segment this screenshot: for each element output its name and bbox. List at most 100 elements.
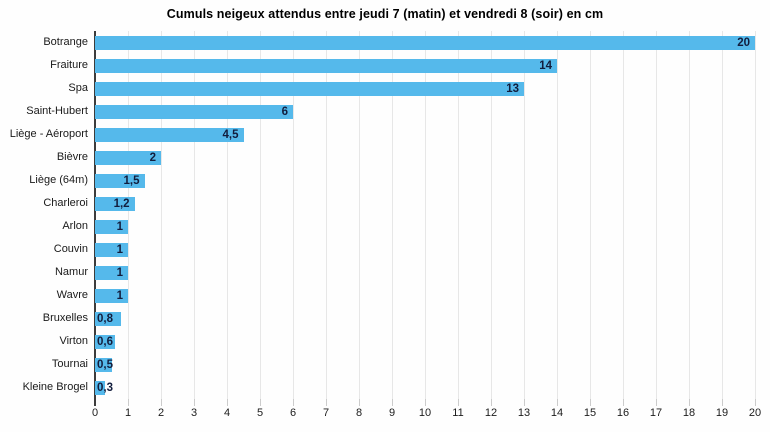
category-label: Fraiture	[50, 59, 88, 71]
x-axis-tick	[326, 399, 327, 406]
gridline	[358, 31, 360, 399]
x-axis-tick	[392, 399, 393, 406]
x-axis-tick-label: 18	[682, 407, 696, 419]
gridline	[391, 31, 393, 399]
gridline	[292, 31, 294, 399]
bar-row: 0,8	[95, 307, 755, 330]
category-label: Virton	[59, 335, 88, 347]
gridline	[589, 31, 591, 399]
bar-value-label: 1	[116, 266, 123, 279]
x-axis-tick	[260, 399, 261, 406]
category-label: Botrange	[43, 36, 88, 48]
x-axis-tick-label: 7	[322, 407, 330, 419]
bar-charleroi: 1,2	[95, 196, 135, 211]
chart-title: Cumuls neigeux attendus entre jeudi 7 (m…	[166, 7, 604, 21]
gridline	[193, 31, 195, 399]
gridline	[226, 31, 228, 399]
bar-row: 2	[95, 146, 755, 169]
category-label: Arlon	[62, 220, 88, 232]
x-axis-tick-label: 20	[748, 407, 762, 419]
category-label: Spa	[68, 82, 88, 94]
bar-value-label: 13	[506, 82, 519, 95]
bar-row: 14	[95, 54, 755, 77]
x-axis-tick	[755, 399, 756, 406]
x-axis-tick	[293, 399, 294, 406]
x-axis-tick	[128, 399, 129, 406]
x-axis-tick	[557, 399, 558, 406]
x-axis-tick	[590, 399, 591, 406]
category-label: Saint-Hubert	[26, 105, 88, 117]
bar-li-ge-a-roport: 4,5	[95, 127, 244, 142]
x-axis-tick-label: 19	[715, 407, 729, 419]
bar-value-label: 1,2	[113, 197, 130, 210]
gridline	[259, 31, 261, 399]
bar-row: 1	[95, 284, 755, 307]
category-label: Couvin	[53, 243, 88, 255]
x-axis-tick-label: 14	[550, 407, 564, 419]
bar-value-label: 1,5	[123, 174, 140, 187]
gridline	[721, 31, 723, 399]
x-axis-tick-label: 16	[616, 407, 630, 419]
bar-value-label: 0,6	[97, 335, 113, 348]
bar-spa: 13	[95, 81, 524, 96]
bar-arlon: 1	[95, 219, 128, 234]
bar-row: 0,3	[95, 376, 755, 399]
x-axis-tick-label: 0	[91, 407, 99, 419]
bar-li-ge-64m-: 1,5	[95, 173, 145, 188]
gridline	[688, 31, 690, 399]
x-axis-tick	[656, 399, 657, 406]
x-axis-tick-label: 12	[484, 407, 498, 419]
bar-virton: 0,6	[95, 334, 115, 349]
x-axis-tick-label: 2	[157, 407, 165, 419]
bar-row: 0,6	[95, 330, 755, 353]
gridline	[160, 31, 162, 399]
x-axis-tick	[227, 399, 228, 406]
gridline	[490, 31, 492, 399]
bar-botrange: 20	[95, 35, 755, 50]
x-axis-tick-label: 10	[418, 407, 432, 419]
x-axis-tick	[425, 399, 426, 406]
x-axis-tick-label: 11	[452, 407, 464, 419]
x-axis-tick	[722, 399, 723, 406]
x-axis-tick-label: 9	[388, 407, 396, 419]
bar-value-label: 6	[281, 105, 288, 118]
bar-row: 1	[95, 261, 755, 284]
x-axis-tick-label: 6	[289, 407, 297, 419]
bar-value-label: 20	[737, 36, 750, 49]
x-axis-tick	[689, 399, 690, 406]
bar-row: 1	[95, 238, 755, 261]
gridline	[523, 31, 525, 399]
bar-row: 1	[95, 215, 755, 238]
gridline	[424, 31, 426, 399]
x-axis-tick-label: 5	[256, 407, 264, 419]
bar-row: 1,5	[95, 169, 755, 192]
gridline	[655, 31, 657, 399]
category-label: Tournai	[51, 358, 88, 370]
bar-value-label: 2	[149, 151, 156, 164]
category-label: Liège - Aéroport	[9, 128, 88, 140]
gridline	[457, 31, 459, 399]
bar-value-label: 1	[116, 289, 123, 302]
category-label: Charleroi	[43, 197, 88, 209]
gridline	[622, 31, 624, 399]
bar-row: 6	[95, 100, 755, 123]
bar-fraiture: 14	[95, 58, 557, 73]
bar-row: 13	[95, 77, 755, 100]
bar-value-label: 14	[539, 59, 552, 72]
category-label: Liège (64m)	[29, 174, 88, 186]
x-axis-tick-label: 15	[583, 407, 597, 419]
bar-row: 1,2	[95, 192, 755, 215]
x-axis-tick	[161, 399, 162, 406]
x-axis-tick-label: 17	[649, 407, 663, 419]
category-label: Bruxelles	[42, 312, 88, 324]
bar-value-label: 0,5	[97, 358, 113, 371]
plot-area: 20 14 13 6 4,5 2 1,5 1,2 1 1 1 1 0,8 0,6 0,5 0,3	[94, 31, 756, 406]
x-axis-tick	[524, 399, 525, 406]
x-axis-tick-label: 4	[223, 407, 231, 419]
bar-bruxelles: 0,8	[95, 311, 122, 326]
bar-row: 4,5	[95, 123, 755, 146]
bar-namur: 1	[95, 265, 128, 280]
x-axis-tick	[623, 399, 624, 406]
bar-wavre: 1	[95, 288, 128, 303]
gridline	[325, 31, 327, 399]
